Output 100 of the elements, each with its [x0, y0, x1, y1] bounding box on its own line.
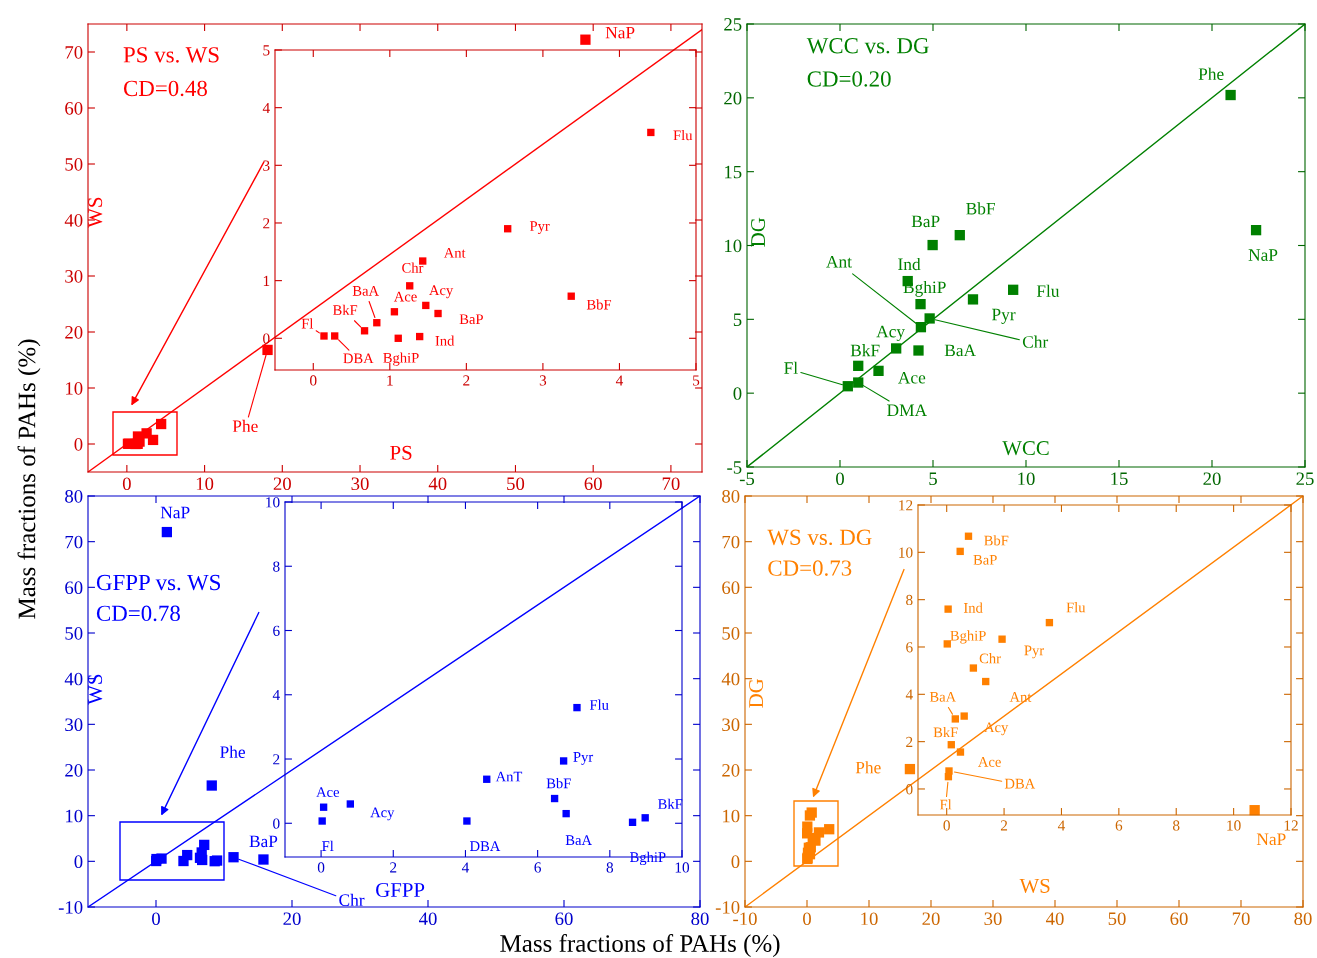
x-tick-label: 70 — [1232, 912, 1250, 926]
y-tick-label: 40 — [64, 672, 83, 686]
y-tick-label: 50 — [65, 158, 83, 171]
x-tick-label: 15 — [1111, 472, 1128, 486]
annotation: NaP — [1248, 249, 1278, 261]
x-tick-label: 4 — [615, 375, 624, 386]
x-tick-label: 80 — [1294, 912, 1312, 926]
x-tick-label: 0 — [836, 472, 844, 486]
x-axis-title: PS — [390, 445, 412, 460]
x-axis-title: WS — [1019, 878, 1050, 893]
annotation: Fl — [322, 840, 334, 851]
text: Mass fractions of PAHs (%) — [500, 934, 780, 958]
annotation: Phe — [232, 419, 258, 433]
text: CD=0.78 — [96, 605, 180, 622]
x-tick-label: 0 — [943, 820, 950, 831]
x-tick-label: 70 — [662, 477, 680, 491]
x-tick-label: 80 — [691, 912, 709, 926]
y-tick-label: 2 — [263, 218, 270, 229]
y-tick-label: 10 — [899, 547, 913, 558]
y-tick-label: 4 — [905, 689, 913, 700]
y-tick-label: 1 — [263, 275, 270, 286]
x-tick-label: 60 — [1170, 912, 1188, 926]
x-tick-label: 10 — [1227, 820, 1241, 831]
x-tick-label: 5 — [693, 375, 700, 386]
annotation: BaA — [929, 691, 957, 702]
annotation: Fl — [301, 318, 314, 329]
y-tick-label: 8 — [906, 594, 913, 606]
y-tick-label: 15 — [725, 165, 742, 179]
x-tick-label: 2 — [1000, 820, 1008, 831]
annotation: BkF — [850, 344, 880, 357]
x-tick-label: 40 — [428, 477, 447, 491]
y-tick-label: 30 — [65, 270, 83, 283]
annotation: NaP — [1256, 833, 1286, 846]
y-tick-label: 70 — [65, 46, 83, 59]
x-tick-label: 6 — [534, 862, 541, 873]
y-tick-label: 0 — [263, 333, 270, 344]
annotation: Chr — [1022, 335, 1049, 348]
y-tick-label: 80 — [722, 490, 740, 503]
x-tick-label: 1 — [387, 375, 393, 386]
annotation: Pyr — [1024, 645, 1045, 659]
y-tick-label: 30 — [65, 718, 83, 732]
annotation: NaP — [160, 506, 190, 519]
y-tick-label: 0 — [906, 784, 913, 795]
x-tick-label: 0 — [152, 912, 160, 926]
x-tick-label: 10 — [1018, 472, 1035, 486]
text: CD=0.48 — [123, 80, 207, 97]
x-tick-label: 10 — [675, 862, 690, 873]
x-tick-label: 0 — [803, 912, 811, 926]
x-tick-label: 4 — [461, 862, 470, 873]
annotation: Fl — [939, 799, 952, 810]
x-tick-label: 40 — [418, 912, 437, 926]
text: GFPP vs. WS — [96, 574, 220, 591]
annotation: Chr — [979, 653, 1001, 664]
x-tick-label: 10 — [196, 477, 214, 491]
y-tick-label: 40 — [64, 214, 83, 227]
y-tick-label: 2 — [906, 736, 913, 747]
annotation: Ind — [435, 335, 455, 346]
annotation: BghiP — [383, 352, 419, 366]
x-tick-label: 8 — [1172, 820, 1180, 831]
annotation: Chr — [402, 262, 424, 273]
annotation: Phe — [1198, 67, 1224, 80]
annotation: Ace — [393, 291, 417, 302]
annotation: Ace — [316, 787, 340, 797]
annotation: BghiP — [630, 851, 666, 866]
annotation: Chr — [339, 893, 365, 907]
x-tick-label: 30 — [351, 477, 369, 491]
y-axis-title: DG — [751, 217, 766, 247]
annotation: Ind — [963, 602, 983, 613]
annotation: BaP — [973, 555, 997, 565]
annotation: Flu — [673, 130, 693, 141]
annotation: Acy — [876, 325, 906, 342]
chart-title: WCC vs. DG — [806, 38, 929, 54]
x-tick-label: 40 — [1045, 912, 1064, 926]
annotation: Pyr — [991, 308, 1016, 324]
y-tick-label: 6 — [906, 642, 913, 653]
annotation: Pyr — [573, 752, 594, 765]
annotation: Ace — [978, 757, 1001, 767]
annotation: Phe — [220, 745, 246, 758]
x-tick-label: 8 — [606, 862, 614, 873]
annotation: BbF — [966, 202, 995, 215]
y-tick-label: 2 — [273, 754, 280, 765]
y-tick-label: 20 — [65, 326, 83, 339]
x-tick-label: 5 — [929, 472, 937, 486]
annotation: DBA — [469, 841, 501, 851]
y-tick-label: 10 — [725, 239, 742, 253]
y-tick-label: 25 — [724, 18, 742, 31]
x-tick-label: 0 — [122, 477, 131, 491]
y-tick-label: 50 — [65, 627, 83, 640]
annotation: BaA — [352, 286, 379, 296]
y-tick-label: 5 — [263, 45, 270, 56]
annotation: Flu — [1066, 602, 1086, 613]
y-tick-label: 70 — [65, 535, 83, 549]
x-tick-label: 30 — [984, 912, 1002, 926]
y-tick-label: 20 — [724, 91, 742, 105]
text: CD=0.73 — [768, 560, 852, 576]
x-tick-label: 20 — [1203, 472, 1221, 486]
annotation: BkF — [332, 304, 358, 315]
x-axis-title: GFPP — [376, 883, 425, 897]
annotation: DBA — [343, 353, 374, 364]
y-tick-label: 4 — [262, 102, 270, 113]
